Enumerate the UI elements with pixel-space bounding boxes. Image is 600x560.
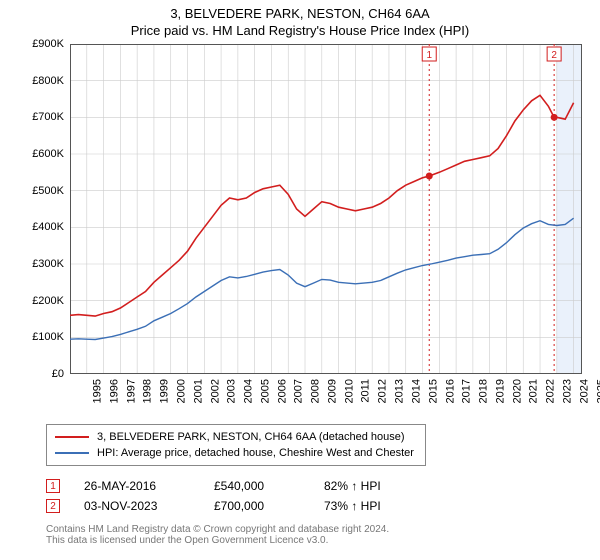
attribution-line2: This data is licensed under the Open Gov… bbox=[46, 535, 600, 546]
x-tick-label: 2003 bbox=[226, 379, 238, 403]
y-tick-label: £500K bbox=[22, 185, 64, 197]
y-tick-label: £700K bbox=[22, 111, 64, 123]
y-tick-label: £100K bbox=[22, 331, 64, 343]
x-tick-label: 2007 bbox=[293, 379, 305, 403]
legend-row: 3, BELVEDERE PARK, NESTON, CH64 6AA (det… bbox=[55, 429, 417, 445]
legend: 3, BELVEDERE PARK, NESTON, CH64 6AA (det… bbox=[46, 424, 426, 466]
sale-marker-chip: 2 bbox=[46, 499, 60, 513]
y-tick-label: £600K bbox=[22, 148, 64, 160]
y-tick-label: £900K bbox=[22, 38, 64, 50]
y-tick-label: £800K bbox=[22, 75, 64, 87]
y-tick-label: £0 bbox=[22, 368, 64, 380]
x-tick-label: 2015 bbox=[427, 379, 439, 403]
y-tick-label: £200K bbox=[22, 295, 64, 307]
x-tick-label: 2001 bbox=[192, 379, 204, 403]
sale-date: 03-NOV-2023 bbox=[84, 499, 214, 513]
x-tick-label: 2004 bbox=[243, 379, 255, 403]
x-tick-label: 2023 bbox=[562, 379, 574, 403]
sale-marker-number: 1 bbox=[426, 50, 432, 61]
x-tick-label: 2017 bbox=[461, 379, 473, 403]
x-tick-label: 1996 bbox=[108, 379, 120, 403]
sale-pct: 73% ↑ HPI bbox=[324, 499, 434, 513]
sale-price: £700,000 bbox=[214, 499, 324, 513]
sales-table: 1 26-MAY-2016£540,00082% ↑ HPI 2 03-NOV-202… bbox=[46, 476, 600, 516]
sale-marker-chip: 1 bbox=[46, 479, 60, 493]
x-tick-label: 2016 bbox=[444, 379, 456, 403]
sale-pct: 82% ↑ HPI bbox=[324, 479, 434, 493]
x-tick-label: 2025 bbox=[595, 379, 600, 403]
x-tick-label: 2024 bbox=[578, 379, 590, 403]
attribution: Contains HM Land Registry data © Crown c… bbox=[46, 524, 600, 546]
x-tick-label: 2020 bbox=[511, 379, 523, 403]
x-tick-label: 2013 bbox=[394, 379, 406, 403]
x-tick-label: 1998 bbox=[142, 379, 154, 403]
x-tick-label: 2009 bbox=[327, 379, 339, 403]
x-tick-label: 2006 bbox=[276, 379, 288, 403]
y-tick-label: £400K bbox=[22, 221, 64, 233]
x-tick-label: 2021 bbox=[528, 379, 540, 403]
recent-band bbox=[557, 44, 582, 374]
attribution-line1: Contains HM Land Registry data © Crown c… bbox=[46, 524, 600, 535]
chart-subtitle: Price paid vs. HM Land Registry's House … bbox=[0, 21, 600, 44]
x-tick-label: 2005 bbox=[259, 379, 271, 403]
plot-border bbox=[71, 45, 582, 374]
sale-price: £540,000 bbox=[214, 479, 324, 493]
x-tick-label: 1997 bbox=[125, 379, 137, 403]
sales-row: 1 26-MAY-2016£540,00082% ↑ HPI bbox=[46, 476, 600, 496]
x-tick-label: 2002 bbox=[209, 379, 221, 403]
x-tick-label: 2000 bbox=[175, 379, 187, 403]
x-tick-label: 2018 bbox=[478, 379, 490, 403]
legend-label: 3, BELVEDERE PARK, NESTON, CH64 6AA (det… bbox=[97, 431, 405, 443]
sale-marker-number: 2 bbox=[551, 50, 557, 61]
sales-row: 2 03-NOV-2023£700,00073% ↑ HPI bbox=[46, 496, 600, 516]
x-tick-label: 2022 bbox=[545, 379, 557, 403]
x-tick-label: 2012 bbox=[377, 379, 389, 403]
x-tick-label: 1995 bbox=[91, 379, 103, 403]
x-tick-label: 2010 bbox=[343, 379, 355, 403]
x-tick-label: 1999 bbox=[159, 379, 171, 403]
y-tick-label: £300K bbox=[22, 258, 64, 270]
x-tick-label: 2019 bbox=[494, 379, 506, 403]
sale-date: 26-MAY-2016 bbox=[84, 479, 214, 493]
chart-title: 3, BELVEDERE PARK, NESTON, CH64 6AA bbox=[0, 0, 600, 21]
chart-svg: 12 bbox=[70, 44, 582, 374]
legend-label: HPI: Average price, detached house, Ches… bbox=[97, 447, 414, 459]
legend-swatch bbox=[55, 436, 89, 438]
x-tick-label: 2008 bbox=[310, 379, 322, 403]
x-tick-label: 2011 bbox=[359, 379, 371, 403]
legend-row: HPI: Average price, detached house, Ches… bbox=[55, 445, 417, 461]
legend-swatch bbox=[55, 452, 89, 454]
chart-area: £0£100K£200K£300K£400K£500K£600K£700K£80… bbox=[22, 44, 582, 374]
x-tick-label: 2014 bbox=[410, 379, 422, 403]
